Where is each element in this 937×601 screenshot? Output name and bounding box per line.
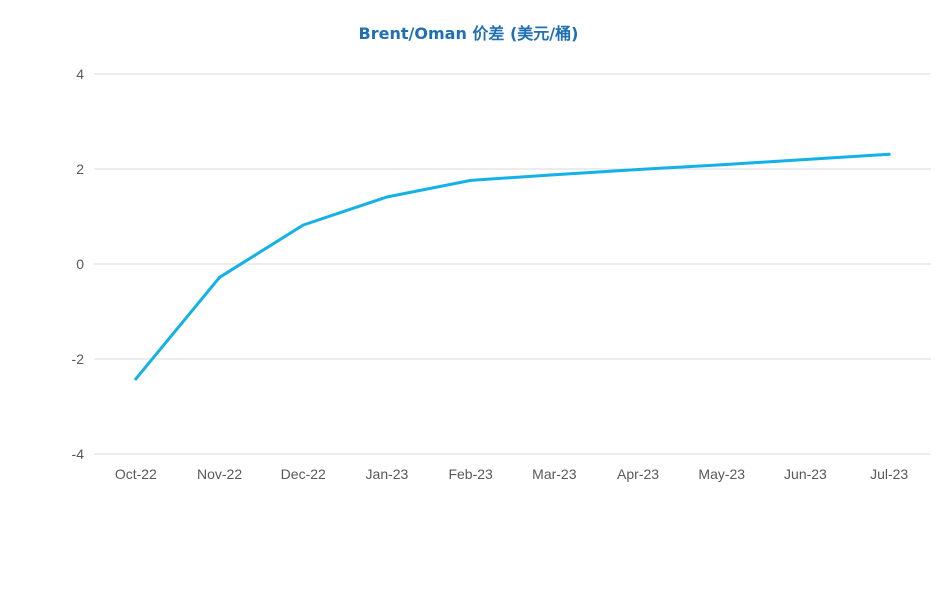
x-tick-label: Oct-22 — [115, 466, 157, 482]
x-tick-label: Jul-23 — [870, 466, 908, 482]
data-point — [385, 195, 389, 199]
x-tick-label: Mar-23 — [532, 466, 577, 482]
data-point — [720, 163, 724, 167]
y-tick-label: 4 — [76, 66, 84, 82]
data-point — [134, 377, 138, 381]
x-tick-label: Feb-23 — [448, 466, 493, 482]
chart-title: Brent/Oman 价差 (美元/桶) — [358, 24, 579, 43]
y-axis-tick-labels: -4 -2 0 2 4 — [72, 66, 85, 462]
x-tick-label: Jun-23 — [784, 466, 827, 482]
data-point — [552, 173, 556, 177]
x-tick-label: Jan-23 — [366, 466, 409, 482]
x-tick-label: May-23 — [698, 466, 745, 482]
data-point — [887, 152, 891, 156]
gridlines — [94, 73, 931, 455]
x-tick-label: Nov-22 — [197, 466, 242, 482]
x-axis-tick-labels: Oct-22 Nov-22 Dec-22 Jan-23 Feb-23 Mar-23 Apr-… — [115, 466, 909, 482]
y-tick-label: -4 — [72, 446, 85, 462]
data-point — [218, 275, 222, 279]
data-point — [803, 158, 807, 161]
data-point — [636, 167, 640, 171]
y-tick-label: 2 — [76, 161, 84, 177]
data-point — [301, 223, 305, 227]
data-point — [469, 178, 473, 182]
x-tick-label: Apr-23 — [617, 466, 659, 482]
series-layer — [134, 152, 891, 381]
y-tick-label: 0 — [76, 256, 84, 272]
x-tick-label: Dec-22 — [281, 466, 326, 482]
series-line — [134, 152, 891, 381]
y-tick-label: -2 — [72, 351, 85, 367]
